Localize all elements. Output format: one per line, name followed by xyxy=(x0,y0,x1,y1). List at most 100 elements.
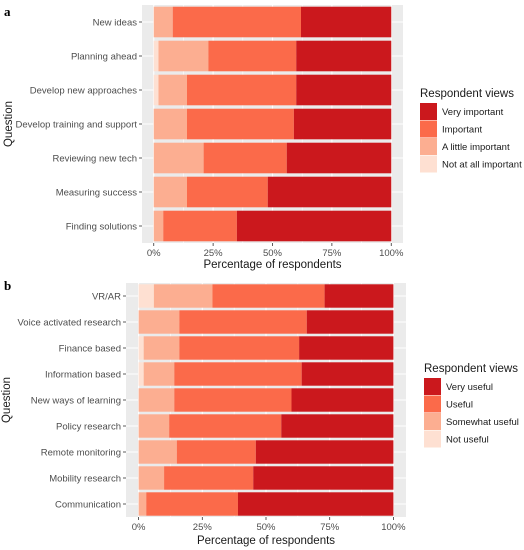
bar-segment xyxy=(146,492,238,516)
x-axis-title: Percentage of respondents xyxy=(203,259,341,271)
x-tick-label: 25% xyxy=(204,248,224,259)
legend-label: Important xyxy=(442,125,482,136)
legend-label: A little important xyxy=(442,142,510,153)
legend-label: Very important xyxy=(442,107,504,118)
panel-label: a xyxy=(4,4,11,19)
bar-segment xyxy=(153,40,159,72)
bar-segment xyxy=(138,336,144,360)
legend-label: Useful xyxy=(446,400,473,411)
panel-a: a New ideas Planning ahead Develop new appr… xyxy=(3,4,522,271)
bar-segment xyxy=(324,284,394,308)
bar-segment xyxy=(174,388,292,412)
bar-segment xyxy=(179,310,307,334)
x-axis-title: Percentage of respondents xyxy=(197,535,335,547)
bar-segment xyxy=(301,362,394,386)
y-axis-title: Question xyxy=(1,377,13,423)
x-tick-label: 75% xyxy=(322,248,342,259)
bar-segment xyxy=(143,362,175,386)
bar-segment xyxy=(296,40,392,72)
x-tick-label: 100% xyxy=(379,248,404,259)
bar-segment xyxy=(153,176,187,208)
bar-segment xyxy=(153,142,204,174)
bar-segment xyxy=(208,40,297,72)
y-tick-label: Voice activated research xyxy=(17,317,121,328)
bar-segment xyxy=(186,108,294,140)
bar-segment xyxy=(143,336,180,360)
bar-segment xyxy=(236,210,392,242)
bar-segment xyxy=(158,74,187,106)
bar-segment xyxy=(164,466,254,490)
x-tick-label: 100% xyxy=(381,522,406,533)
y-tick-label: Develop training and support xyxy=(16,119,138,130)
x-tick-label: 25% xyxy=(193,522,213,533)
bar-segment xyxy=(255,440,394,464)
bar-segment xyxy=(153,6,173,38)
x-tick-label: 75% xyxy=(320,522,340,533)
bar-segment xyxy=(138,388,175,412)
bar-segment xyxy=(286,142,392,174)
panel-b: b VR/AR Voice activated research Finance ba… xyxy=(1,278,519,547)
panel-label: b xyxy=(4,278,11,293)
y-tick-label: Remote monitoring xyxy=(41,447,121,458)
bar-segment xyxy=(179,336,300,360)
bar-segment xyxy=(138,414,170,438)
y-axis-title: Question xyxy=(3,101,15,147)
bar-segment xyxy=(158,40,209,72)
bar-segment xyxy=(212,284,325,308)
y-tick-label: Communication xyxy=(55,499,121,510)
legend-swatch xyxy=(424,413,441,430)
bar-segment xyxy=(174,362,302,386)
legend-title: Respondent views xyxy=(424,363,518,375)
bar-segment xyxy=(138,362,144,386)
y-tick-label: Finding solutions xyxy=(66,221,138,232)
bar-segment xyxy=(281,414,394,438)
bar-segment xyxy=(186,74,297,106)
bar-segment xyxy=(153,210,164,242)
bar-segment xyxy=(176,440,256,464)
bar-segment xyxy=(169,414,282,438)
bar-segment xyxy=(291,388,394,412)
bar-segment xyxy=(153,74,159,106)
bar-segment xyxy=(138,310,180,334)
bar-segment xyxy=(293,108,392,140)
legend-title: Respondent views xyxy=(420,88,514,100)
bar-segment xyxy=(267,176,392,208)
y-tick-label: VR/AR xyxy=(92,291,121,302)
legend: Respondent views Very important Important A… xyxy=(420,88,522,173)
y-tick-label: Reviewing new tech xyxy=(53,153,138,164)
x-tick-label: 50% xyxy=(256,522,276,533)
bar-segment xyxy=(203,142,287,174)
legend-label: Very useful xyxy=(446,382,493,393)
x-tick-label: 0% xyxy=(147,248,161,259)
y-tick-label: Policy research xyxy=(56,421,121,432)
legend: Respondent views Very useful Useful Somewha… xyxy=(424,363,519,448)
legend-swatch xyxy=(420,138,437,155)
y-tick-label: Information based xyxy=(45,369,121,380)
legend-swatch xyxy=(424,378,441,395)
y-tick-label: Mobility research xyxy=(49,473,121,484)
legend-swatch xyxy=(420,155,437,173)
x-tick-label: 50% xyxy=(263,248,283,259)
bar-segment xyxy=(138,440,177,464)
bar-segment xyxy=(299,336,394,360)
bar-segment xyxy=(138,492,147,516)
y-tick-label: Develop new approaches xyxy=(30,85,137,96)
bar-segment xyxy=(186,176,268,208)
legend-label: Not useful xyxy=(446,435,489,446)
y-tick-label: Finance based xyxy=(59,343,121,354)
legend-label: Not at all important xyxy=(442,160,522,171)
bar-segment xyxy=(253,466,394,490)
x-tick-label: 0% xyxy=(132,522,146,533)
bar-segment xyxy=(306,310,394,334)
y-tick-label: Measuring success xyxy=(56,187,138,198)
y-tick-label: New ways of learning xyxy=(31,395,121,406)
legend-swatch xyxy=(424,430,441,448)
bar-segment xyxy=(138,284,154,308)
bar-segment xyxy=(237,492,394,516)
y-tick-label: Planning ahead xyxy=(71,51,137,62)
bar-segment xyxy=(153,284,213,308)
bar-segment xyxy=(296,74,392,106)
y-tick-label: New ideas xyxy=(93,17,138,28)
bar-segment xyxy=(153,108,187,140)
